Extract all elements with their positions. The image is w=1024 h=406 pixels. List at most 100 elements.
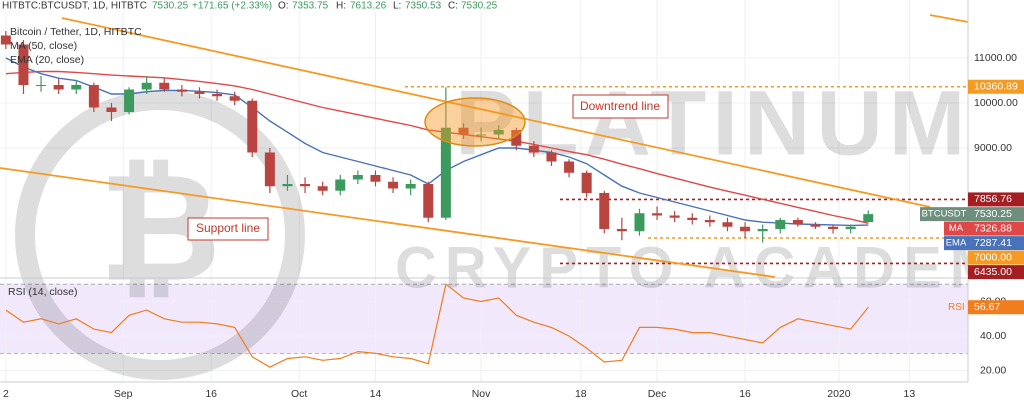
candle-body bbox=[212, 93, 223, 97]
candle-body bbox=[124, 89, 135, 112]
annotation: Downtrend line bbox=[580, 99, 660, 113]
candle-body bbox=[88, 84, 99, 108]
last-price-label-bg bbox=[968, 207, 1024, 222]
time-axis bbox=[0, 382, 968, 406]
x-tick-label: 2020 bbox=[827, 388, 851, 400]
candle-body bbox=[810, 224, 821, 227]
candle-body bbox=[141, 82, 152, 90]
annotation: Support line bbox=[196, 221, 260, 235]
x-tick-label: Nov bbox=[472, 388, 491, 400]
x-tick-label: 14 bbox=[370, 388, 382, 400]
drawings: Downtrend line Support line bbox=[0, 14, 969, 278]
candle-body bbox=[757, 228, 768, 232]
candle-body bbox=[440, 127, 451, 218]
candle-body bbox=[264, 152, 275, 187]
axis-layer: 2 Sep 16 Oct 14 Nov 18 Dec 16 2020 13 9000.00 10000.… bbox=[3, 52, 1024, 400]
candle-body bbox=[652, 213, 663, 216]
rsi-tag: RSI bbox=[948, 302, 965, 313]
candle-body bbox=[476, 134, 487, 136]
candle-body bbox=[511, 129, 522, 146]
indicator-line bbox=[5, 70, 869, 224]
candle-body bbox=[282, 183, 293, 187]
c-value: 7530.25 bbox=[461, 1, 498, 12]
watermark-text: PLATINUM bbox=[455, 72, 971, 174]
symbol: HITBTC:BTCUSDT, 1D, HITBTC bbox=[2, 1, 147, 12]
candle-body bbox=[53, 84, 64, 90]
trend-line bbox=[61, 17, 931, 208]
trend-line bbox=[929, 14, 969, 23]
candle-body bbox=[564, 161, 575, 173]
indicator-label-tag-bg bbox=[944, 221, 968, 236]
legend-entry: EMA (20, close) bbox=[10, 54, 84, 66]
l-value: 7350.53 bbox=[405, 1, 442, 12]
x-tick-label: Sep bbox=[114, 388, 133, 400]
rsi-line bbox=[5, 283, 869, 368]
candle-body bbox=[159, 82, 170, 90]
candle-body bbox=[722, 222, 733, 227]
candle-body bbox=[18, 44, 29, 85]
level-label-bg bbox=[968, 79, 1024, 94]
level-label: 7000.00 bbox=[974, 251, 1012, 263]
y-tick-label: 9000.00 bbox=[974, 142, 1012, 154]
x-tick-label: 13 bbox=[903, 388, 915, 400]
candle-body bbox=[792, 219, 803, 225]
candle-body bbox=[335, 179, 346, 191]
indicator-line bbox=[5, 57, 869, 227]
indicator-label-tag-bg bbox=[944, 236, 968, 251]
candle-body bbox=[229, 96, 240, 101]
o-label: O: bbox=[278, 1, 289, 12]
header-bg bbox=[0, 0, 520, 12]
annotation-box bbox=[572, 94, 669, 119]
candle-body bbox=[423, 183, 434, 218]
candle-body bbox=[616, 228, 627, 232]
change: +171.65 (+2.33%) bbox=[192, 1, 272, 12]
candle-body bbox=[176, 89, 187, 92]
candle-body bbox=[388, 181, 399, 189]
last-price-label: 7530.25 bbox=[974, 208, 1012, 220]
level-label-bg bbox=[968, 250, 1024, 265]
level-label-bg bbox=[968, 265, 1024, 280]
indicator-label: 7326.88 bbox=[974, 222, 1012, 234]
candle-body bbox=[528, 145, 539, 153]
h-value: 7613.26 bbox=[350, 1, 387, 12]
candle-body bbox=[300, 183, 311, 187]
candle-body bbox=[845, 226, 856, 229]
candle-body bbox=[599, 192, 610, 229]
x-tick-label: 16 bbox=[739, 388, 751, 400]
legend-entry: MA (50, close) bbox=[10, 40, 77, 52]
y-tick-label: 40.00 bbox=[980, 330, 1006, 342]
candle-body bbox=[71, 84, 82, 90]
indicator-label-tag: EMA bbox=[946, 238, 967, 249]
candle-body bbox=[370, 174, 381, 182]
c-label: C: bbox=[448, 1, 458, 12]
indicator-label-bg bbox=[968, 221, 1024, 236]
candle-body bbox=[36, 84, 47, 86]
last-price-label-tag: BTCUSDT bbox=[922, 209, 967, 220]
level-label: 6435.00 bbox=[974, 266, 1012, 278]
last-price-label-tag-bg bbox=[920, 207, 968, 222]
y-tick-label: 10000.00 bbox=[974, 97, 1018, 109]
plot-layer bbox=[0, 31, 968, 368]
rsi-band bbox=[0, 284, 968, 354]
highlight-ellipse bbox=[424, 97, 526, 147]
watermark-logo bbox=[15, 90, 305, 380]
header: HITBTC:BTCUSDT, 1D, HITBTC 7530.25 +171.… bbox=[0, 0, 520, 298]
x-tick-label: Oct bbox=[291, 388, 307, 400]
x-tick-label: 16 bbox=[205, 388, 217, 400]
candle-body bbox=[317, 186, 328, 191]
candle-body bbox=[247, 100, 258, 153]
candle-body bbox=[352, 174, 363, 180]
candle-body bbox=[194, 91, 205, 94]
candle-body bbox=[634, 213, 645, 232]
y-tick-label: 11000.00 bbox=[974, 52, 1017, 64]
o-value: 7353.75 bbox=[292, 1, 329, 12]
candle-body bbox=[458, 127, 469, 135]
candle-body bbox=[546, 152, 557, 162]
h-label: H: bbox=[336, 1, 346, 12]
candle-body bbox=[106, 107, 117, 112]
y-tick-label: 20.00 bbox=[980, 364, 1006, 376]
candle-body bbox=[405, 183, 416, 189]
rsi-value-label: 56.67 bbox=[974, 301, 1000, 313]
level-label: 7856.76 bbox=[974, 193, 1012, 205]
